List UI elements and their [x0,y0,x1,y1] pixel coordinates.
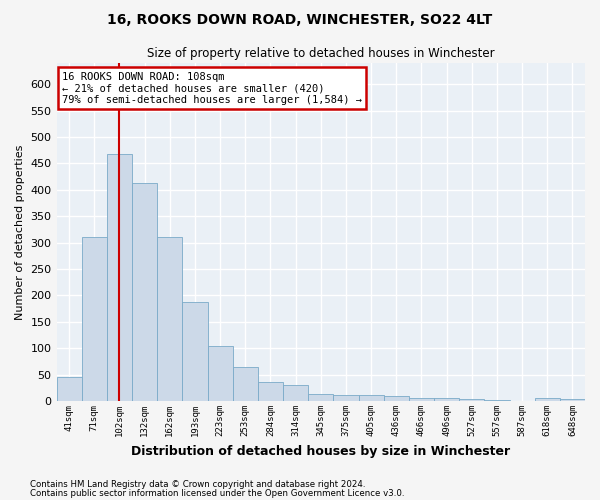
Bar [308,394,334,401]
Bar [56,378,82,401]
Bar [107,154,132,401]
Bar [82,237,107,401]
Bar [208,346,233,401]
Title: Size of property relative to detached houses in Winchester: Size of property relative to detached ho… [147,48,494,60]
Bar [258,382,283,401]
Bar [334,396,359,401]
Text: 16 ROOKS DOWN ROAD: 108sqm
← 21% of detached houses are smaller (420)
79% of sem: 16 ROOKS DOWN ROAD: 108sqm ← 21% of deta… [62,72,362,104]
Bar [383,396,409,401]
Y-axis label: Number of detached properties: Number of detached properties [15,144,25,320]
Bar [132,184,157,401]
Bar [535,398,560,401]
Bar [560,399,585,401]
Bar [233,368,258,401]
Bar [157,237,182,401]
Bar [182,302,208,401]
Text: 16, ROOKS DOWN ROAD, WINCHESTER, SO22 4LT: 16, ROOKS DOWN ROAD, WINCHESTER, SO22 4L… [107,12,493,26]
Text: Contains public sector information licensed under the Open Government Licence v3: Contains public sector information licen… [30,488,404,498]
Bar [434,398,459,401]
Bar [359,395,383,401]
Bar [484,400,509,401]
X-axis label: Distribution of detached houses by size in Winchester: Distribution of detached houses by size … [131,444,511,458]
Bar [409,398,434,401]
Text: Contains HM Land Registry data © Crown copyright and database right 2024.: Contains HM Land Registry data © Crown c… [30,480,365,489]
Bar [459,399,484,401]
Bar [283,386,308,401]
